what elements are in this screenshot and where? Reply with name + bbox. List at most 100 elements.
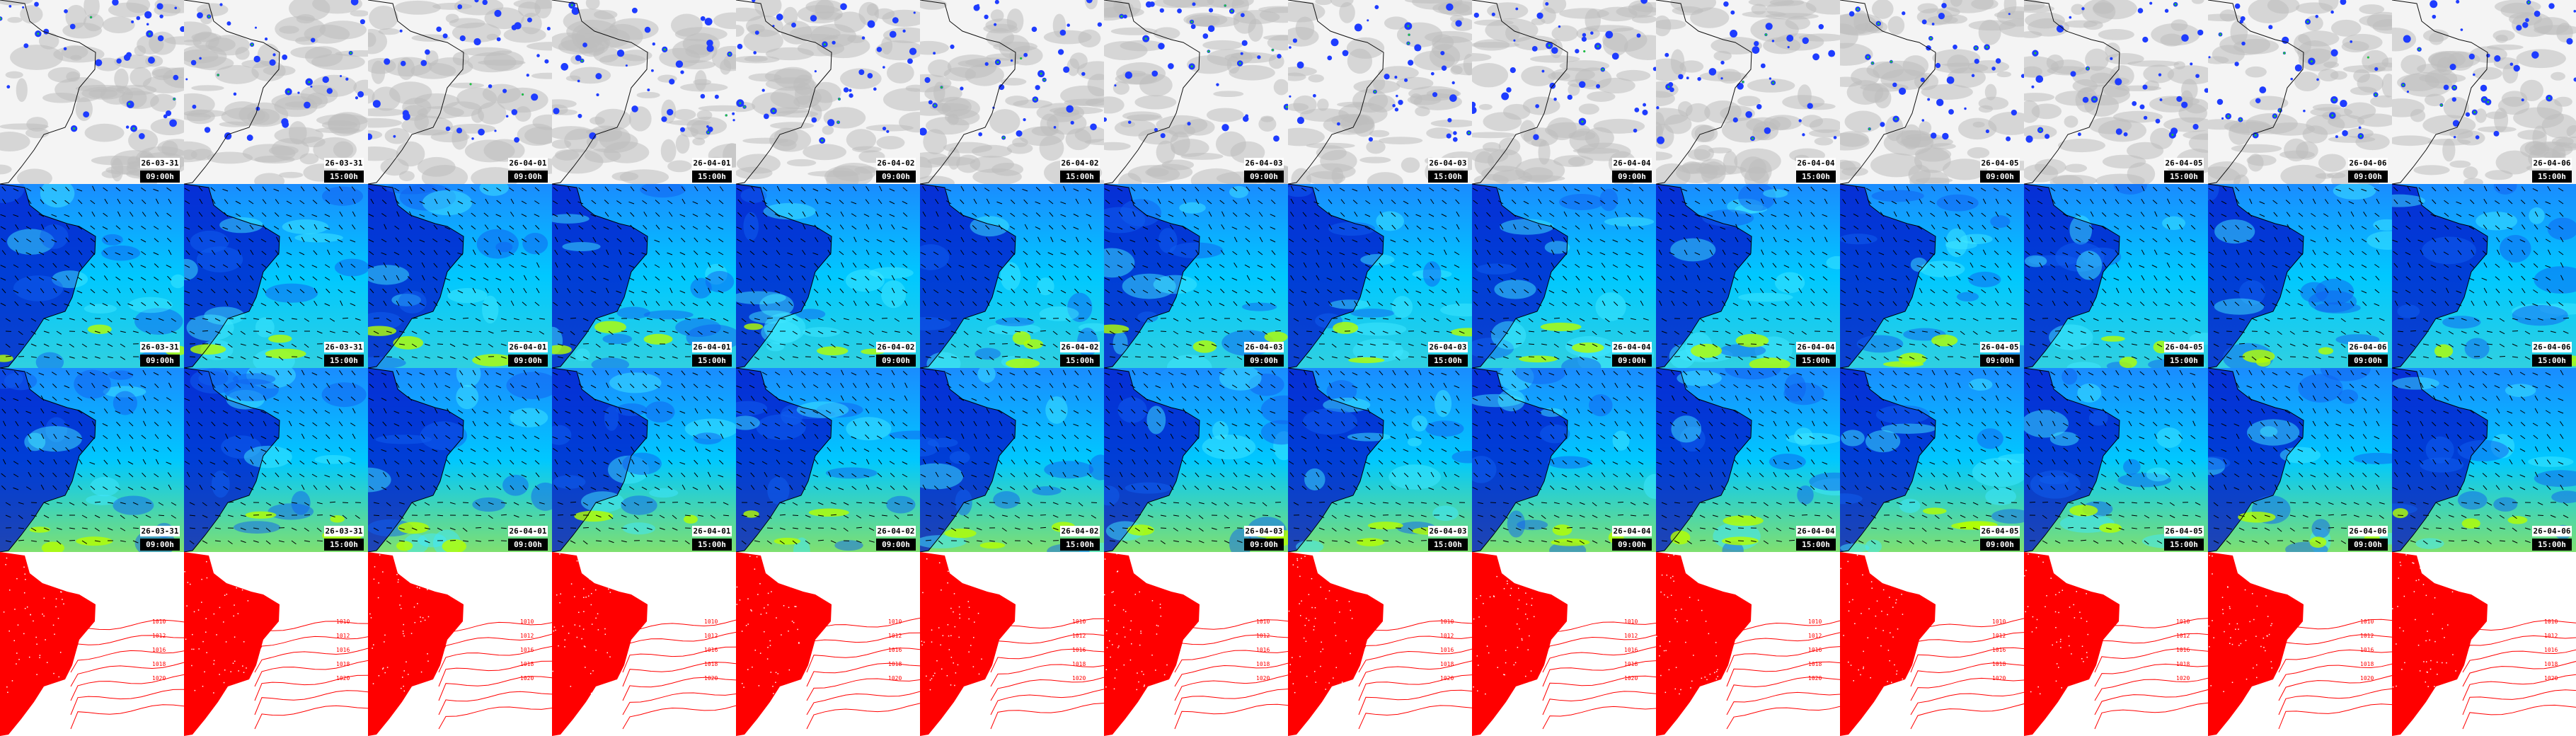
- cloud-patch: [452, 127, 468, 150]
- wind-arrow: [369, 251, 374, 255]
- wind-arrow: [984, 213, 990, 217]
- wind-arrow: [483, 251, 489, 255]
- rain-cell: [2406, 91, 2410, 93]
- wind-arrow: [91, 383, 96, 389]
- wind-arrow: [419, 372, 425, 376]
- wind-arrow: [2497, 249, 2500, 255]
- wind-arrow: [1750, 330, 1756, 334]
- wind-arrow: [2075, 277, 2081, 281]
- cloud-patch: [2144, 80, 2160, 91]
- rain-cell: [1207, 25, 1215, 33]
- wind-arrow: [2088, 251, 2094, 255]
- rain-cell: [282, 54, 288, 60]
- wind-arrow: [248, 200, 254, 205]
- strong-wind-area: [1005, 358, 1040, 368]
- wind-arrow: [352, 224, 356, 230]
- wind-arrow: [210, 277, 216, 281]
- wind-arrow: [1956, 237, 1961, 243]
- wind-arrow: [946, 263, 952, 268]
- wind-arrow: [2348, 188, 2354, 192]
- coastline: [1104, 0, 1200, 184]
- wind-arrow: [590, 290, 597, 294]
- rain-cell: [754, 30, 759, 35]
- date-label: 26-04-02: [876, 158, 916, 168]
- cloud-patch: [1631, 2, 1656, 13]
- wind-arrow: [339, 262, 343, 268]
- wind-arrow: [1132, 249, 1136, 255]
- wind-arrow: [1669, 252, 1675, 255]
- cloud-patch: [1346, 37, 1385, 59]
- wind-arrow: [1955, 289, 1961, 294]
- wind-arrow: [838, 277, 844, 281]
- wind-arrow: [1198, 355, 1205, 357]
- time-label: 15:00h: [324, 539, 364, 551]
- wind-arrow: [1683, 237, 1688, 243]
- cloud-patch: [590, 116, 605, 125]
- wind-arrow: [236, 187, 241, 192]
- wind-arrow: [373, 330, 379, 334]
- time-label: 09:00h: [2348, 171, 2388, 183]
- wind-arrow: [26, 238, 32, 243]
- wind-arrow: [1587, 187, 1593, 192]
- wind-arrow: [475, 318, 481, 322]
- wind-arrow: [327, 249, 330, 255]
- wind-arrow: [1943, 275, 1948, 281]
- wind-arrow: [352, 408, 356, 414]
- rain-cell: [827, 119, 835, 127]
- wind-arrow: [1982, 224, 1986, 230]
- wind-arrow: [1771, 214, 1777, 217]
- wind-arrow: [1328, 301, 1333, 306]
- rain-cell: [667, 108, 674, 116]
- rain-cell: [1063, 66, 1070, 73]
- wind-arrow: [437, 343, 444, 345]
- cloud-patch: [2495, 150, 2533, 175]
- date-label: 26-03-31: [140, 158, 180, 168]
- wind-arrow: [1074, 288, 1079, 294]
- map-image: [2208, 184, 2392, 368]
- wind-arrow: [2025, 277, 2030, 281]
- wind-arrow: [890, 251, 895, 255]
- wind-arrow: [368, 188, 374, 192]
- wind-arrow: [2545, 213, 2551, 217]
- wind-arrow: [2558, 289, 2564, 294]
- wind-arrow: [2025, 187, 2030, 192]
- wind-arrow: [2375, 275, 2380, 281]
- rain-cell: [360, 19, 365, 25]
- cloud-patch: [1487, 2, 1529, 20]
- map-panel-satellite-precipitation: 26-04-04 09:00h: [1472, 0, 1656, 184]
- rain-cell: [1535, 104, 1539, 108]
- wind-arrow: [1352, 188, 1358, 192]
- wind-arrow: [2065, 275, 2069, 281]
- rain-cell: [950, 44, 955, 50]
- rain-cell: [1114, 84, 1117, 87]
- rain-cell: [2330, 49, 2338, 57]
- timestamp-label: 26-04-06 09:00h: [2348, 342, 2388, 367]
- wind-arrow: [2273, 250, 2278, 255]
- wind-arrow: [2522, 288, 2526, 294]
- wind-arrow: [1060, 238, 1066, 243]
- rain-cell: [402, 110, 409, 117]
- wind-arrow: [224, 288, 229, 294]
- wind-arrow: [168, 198, 172, 205]
- wind-arrow: [202, 318, 208, 321]
- wind-arrow: [132, 514, 139, 519]
- wind-arrow: [1289, 302, 1294, 306]
- wind-arrow: [889, 188, 895, 192]
- wind-arrow: [262, 224, 267, 230]
- wind-arrow: [1944, 237, 1948, 243]
- wind-arrow: [199, 237, 203, 243]
- wind-arrow: [535, 250, 540, 255]
- rain-cell: [790, 22, 796, 28]
- cloud-patch: [720, 59, 732, 75]
- wind-arrow: [143, 420, 146, 427]
- wind-arrow: [381, 372, 387, 376]
- wind-arrow: [1328, 236, 1333, 243]
- wind-arrow: [420, 251, 425, 255]
- wind-arrow: [2285, 200, 2291, 205]
- rain-cell: [1974, 58, 1979, 64]
- date-label: 26-04-06: [2348, 342, 2388, 352]
- wind-arrow: [1511, 200, 1517, 205]
- wind-arrow: [2289, 330, 2295, 335]
- cloud-patch: [534, 0, 552, 19]
- wind-arrow: [43, 356, 50, 359]
